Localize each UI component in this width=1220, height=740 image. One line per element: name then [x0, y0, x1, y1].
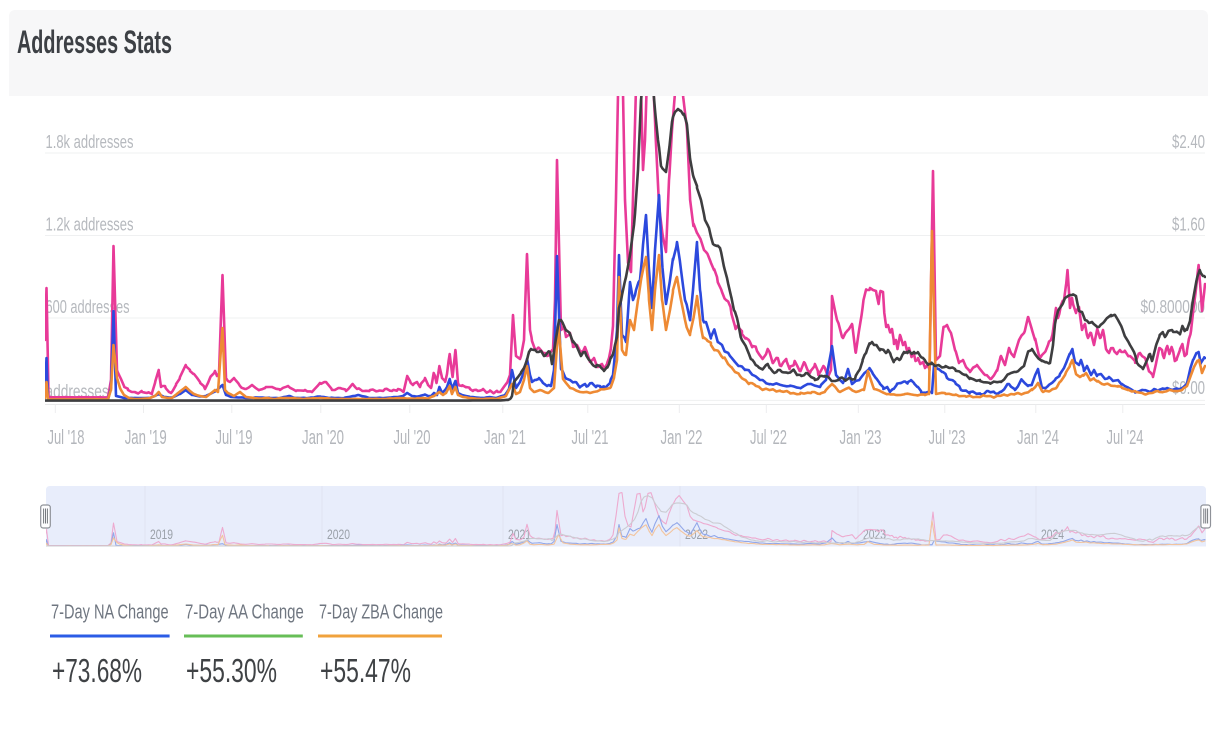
svg-text:Addresses Stats: Addresses Stats: [17, 24, 172, 60]
svg-text:+73.68%: +73.68%: [52, 652, 142, 689]
svg-text:7-Day AA Change: 7-Day AA Change: [185, 602, 304, 624]
svg-text:2023: 2023: [863, 526, 886, 542]
svg-text:Jan '20: Jan '20: [302, 427, 344, 449]
svg-text:$2.40: $2.40: [1172, 132, 1205, 152]
svg-text:Jul '20: Jul '20: [394, 427, 431, 449]
svg-text:Jul '23: Jul '23: [929, 427, 966, 449]
svg-text:Jul '24: Jul '24: [1107, 427, 1144, 449]
svg-text:7-Day NA Change: 7-Day NA Change: [51, 602, 169, 624]
svg-text:2020: 2020: [327, 526, 350, 542]
svg-text:Jan '23: Jan '23: [840, 427, 882, 449]
svg-text:Jul '21: Jul '21: [572, 427, 609, 449]
svg-text:2022: 2022: [685, 526, 708, 542]
svg-text:Jan '19: Jan '19: [125, 427, 167, 449]
svg-text:600 addresses: 600 addresses: [46, 297, 130, 317]
svg-text:Jan '21: Jan '21: [484, 427, 526, 449]
svg-text:+55.47%: +55.47%: [320, 652, 411, 689]
svg-text:Jan '22: Jan '22: [661, 427, 703, 449]
svg-text:$0.00: $0.00: [1172, 378, 1205, 398]
svg-text:+55.30%: +55.30%: [186, 652, 277, 689]
svg-text:$1.60: $1.60: [1172, 215, 1205, 235]
svg-text:$0.800000: $0.800000: [1141, 297, 1206, 317]
svg-text:1.8k addresses: 1.8k addresses: [46, 132, 134, 152]
svg-text:Jul '22: Jul '22: [750, 427, 787, 449]
svg-text:1.2k addresses: 1.2k addresses: [46, 215, 134, 235]
svg-text:Jul '19: Jul '19: [216, 427, 253, 449]
svg-text:7-Day ZBA Change: 7-Day ZBA Change: [319, 602, 443, 624]
svg-text:Jan '24: Jan '24: [1017, 427, 1059, 449]
svg-text:2024: 2024: [1041, 526, 1064, 542]
svg-text:2019: 2019: [150, 526, 173, 542]
svg-text:Jul '18: Jul '18: [48, 427, 85, 449]
